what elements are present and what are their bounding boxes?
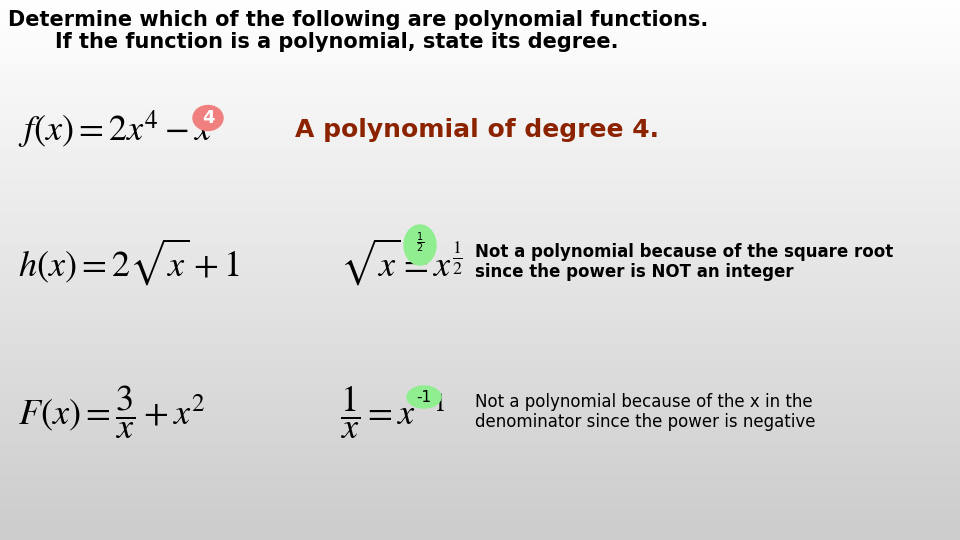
Ellipse shape bbox=[193, 105, 223, 131]
Text: If the function is a polynomial, state its degree.: If the function is a polynomial, state i… bbox=[55, 32, 618, 52]
Text: $f\left(x\right)=2x^{4}-x$: $f\left(x\right)=2x^{4}-x$ bbox=[18, 109, 212, 151]
Text: Not a polynomial because of the square root: Not a polynomial because of the square r… bbox=[475, 243, 893, 261]
Text: $h\left(x\right)=2\sqrt{x}+1$: $h\left(x\right)=2\sqrt{x}+1$ bbox=[18, 237, 239, 287]
Text: A polynomial of degree 4.: A polynomial of degree 4. bbox=[295, 118, 659, 142]
Text: $\dfrac{1}{x}=x^{-1}$: $\dfrac{1}{x}=x^{-1}$ bbox=[340, 383, 445, 441]
Text: 4: 4 bbox=[202, 109, 214, 127]
Text: $F\left(x\right)=\dfrac{3}{x}+x^{2}$: $F\left(x\right)=\dfrac{3}{x}+x^{2}$ bbox=[18, 383, 205, 441]
Text: denominator since the power is negative: denominator since the power is negative bbox=[475, 413, 815, 431]
Text: -1: -1 bbox=[417, 389, 432, 404]
Text: $\frac{1}{2}$: $\frac{1}{2}$ bbox=[416, 231, 424, 255]
Text: since the power is NOT an integer: since the power is NOT an integer bbox=[475, 263, 794, 281]
Text: $\sqrt{x}=x^{\frac{1}{2}}$: $\sqrt{x}=x^{\frac{1}{2}}$ bbox=[340, 237, 463, 287]
Text: Not a polynomial because of the x in the: Not a polynomial because of the x in the bbox=[475, 393, 812, 411]
Ellipse shape bbox=[404, 225, 436, 265]
Text: Determine which of the following are polynomial functions.: Determine which of the following are pol… bbox=[8, 10, 708, 30]
Ellipse shape bbox=[407, 386, 441, 408]
